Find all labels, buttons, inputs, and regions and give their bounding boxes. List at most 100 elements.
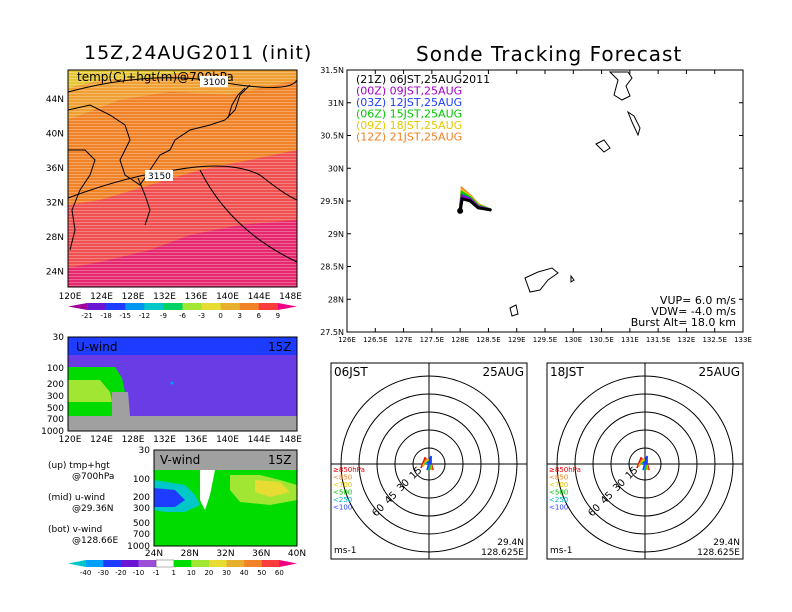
v-colorbar-tick: 60 [275,569,284,577]
track-lon-tick: 128.5E [476,336,500,344]
track-legend-entry: (00Z) 09JST,25AUG [356,85,462,98]
u-wind-panel [67,336,298,432]
v-colorbar-tick: 30 [222,569,231,577]
v-lat-tick: 28N [181,549,199,559]
track-lon-tick: 126.5E [363,336,387,344]
track-lon-tick: 131.5E [646,336,670,344]
v-colorbar-swatch [191,560,210,567]
map-lon-tick: 132E [153,292,176,302]
u-pressure-tick: 30 [53,333,65,343]
map-colorbar-tick: -18 [100,312,111,320]
map-lat-tick: 24N [46,268,64,278]
v-colorbar-swatch [68,560,86,567]
v-lat-tick: 36N [252,549,270,559]
v-pressure-tick: 30 [139,446,151,456]
track-legend-entry: (21Z) 06JST,25AUG2011 [356,73,490,86]
track-lines [458,185,492,213]
v-wind-panel [153,449,298,547]
map-colorbar-swatch [87,303,107,310]
v-colorbar-tick: -20 [115,569,126,577]
sonde-track [458,196,492,213]
contour-label-box-3150 [145,170,173,181]
u-pressure-tick: 700 [47,415,64,425]
v-panel-time: 15Z [268,453,292,467]
polar-time: 06JST [334,365,368,379]
polar-lon: 128.625E [481,548,524,558]
map-lat-tick: 44N [46,95,64,105]
v-panel-label: V-wind [160,453,200,467]
map-colorbar-swatch [277,303,297,310]
polar-lon: 128.625E [697,548,740,558]
map-colorbar-tick: 0 [218,312,222,320]
v-colorbar-swatch [155,559,175,568]
legend-mid: (mid) u-wind [48,493,105,503]
map-colorbar-swatch [258,303,279,310]
track-legend: (21Z) 06JST,25AUG2011(00Z) 09JST,25AUG (0… [356,73,490,144]
polar-level-label: <500 [333,489,352,497]
param-vup: VUP= 6.0 m/s [660,294,736,307]
track-legend-entry: (09Z) 18JST,25AUG [356,119,462,132]
map-colorbar-tick: -21 [81,312,92,320]
contour-label-box-3100 [200,76,228,87]
polar-unit: ms-1 [550,546,572,556]
hodograph-trace [642,455,648,471]
track-lat-axis: 31.5N 31N 30.5N 30N 29.5N 29N 28.5N 28N 27.5N [320,66,344,337]
map-colorbar-tick: 6 [257,312,262,320]
right-title: Sonde Tracking Forecast [416,42,683,66]
map-colorbar-tick: -6 [179,312,187,320]
track-lon-tick: 132.5E [702,336,726,344]
param-burst-alt: Burst Alt= 18.0 km [631,316,736,329]
v-lat-tick: 24N [145,549,163,559]
v-colorbar-tick: 40 [240,569,249,577]
track-lat-tick: 30.5N [320,132,344,141]
v-colorbar-tick: -40 [80,569,91,577]
track-lon-tick: 127.5E [420,336,444,344]
map-colorbar-tick: -9 [160,312,167,320]
u-panel-label: U-wind [76,340,117,354]
v-colorbar-swatch [244,560,263,567]
polar-level-label: <850 [549,474,568,482]
v-pressure-tick: 100 [133,475,150,485]
polar-unit: ms-1 [334,546,356,556]
map-lon-tick: 128E [122,292,145,302]
v-colorbar-tick: 20 [204,569,213,577]
map-lat-tick: 40N [46,130,64,140]
launch-point-marker [457,207,464,214]
track-lon-tick: 131E [621,336,639,344]
track-lon-tick: 130.5E [589,336,613,344]
u-panel-time: 15Z [268,340,292,354]
v-lat-tick: 40N [288,549,306,559]
polar-level-label: ≥850hPa [333,466,365,474]
polar-lat: 29.4N [497,538,524,548]
u-pressure-tick: 100 [47,364,64,374]
track-grid [346,69,744,333]
v-lat-axis: 24N 28N 32N 36N 40N [145,549,306,559]
legend-bot: (bot) v-wind [48,525,102,535]
track-lat-tick: 30N [328,164,344,173]
u-pressure-tick: 200 [47,380,64,390]
map-colorbar-swatch [182,303,202,310]
map-colorbar-tick: -12 [139,312,150,320]
polar-lat: 29.4N [713,538,740,548]
polar-level-label: <250 [333,496,352,504]
param-vdw: VDW= -4.0 m/s [651,305,736,318]
polar-date: 25AUG [698,365,740,379]
polar-level-label: ≥850hPa [549,466,581,474]
polar-time: 18JST [550,365,584,379]
map-colorbar-tick: 3 [238,312,242,320]
map-colorbar-ticks: -21 -18 -15 -12 -9 -6 -3 0 3 6 9 [81,312,280,320]
track-lon-tick: 127E [395,336,413,344]
v-colorbar-swatch [279,560,297,567]
u-lon-tick: 120E [59,435,82,445]
map-lon-tick: 120E [59,292,82,302]
map-lon-tick: 124E [90,292,113,302]
map-colorbar-tick: -15 [120,312,131,320]
track-lat-tick: 31.5N [320,66,344,75]
v-pressure-tick: 300 [133,504,150,514]
contour-label-3100: 3100 [203,78,226,88]
polar-level-label: <250 [549,496,568,504]
track-lon-tick: 132E [678,336,696,344]
v-colorbar-tick: -10 [133,569,144,577]
polar-level-label: <700 [549,481,568,489]
polar-level-label: <700 [333,481,352,489]
